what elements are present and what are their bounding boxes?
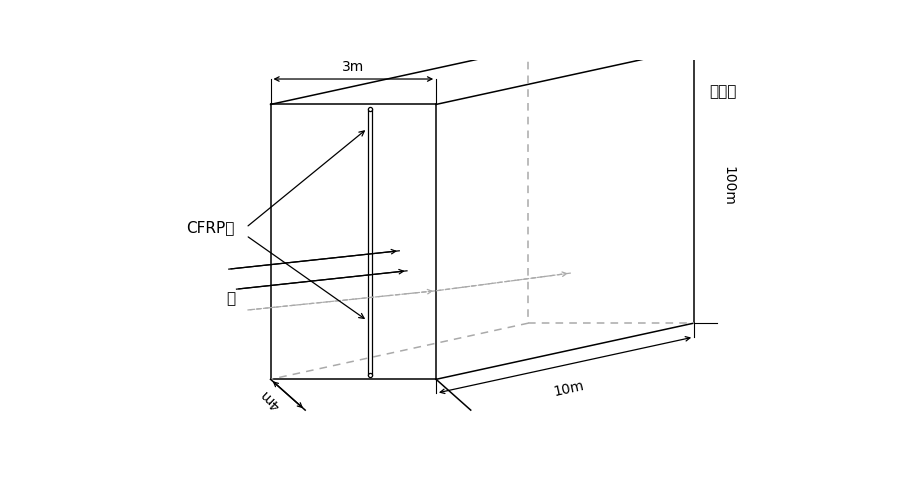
Text: 4m: 4m xyxy=(258,386,284,412)
Text: 100m: 100m xyxy=(722,166,736,206)
Text: 3m: 3m xyxy=(342,60,365,74)
Text: CFRP索: CFRP索 xyxy=(186,220,234,235)
Text: 空气柱: 空气柱 xyxy=(709,85,737,100)
Text: 风: 风 xyxy=(226,291,235,306)
Text: 10m: 10m xyxy=(552,379,586,399)
